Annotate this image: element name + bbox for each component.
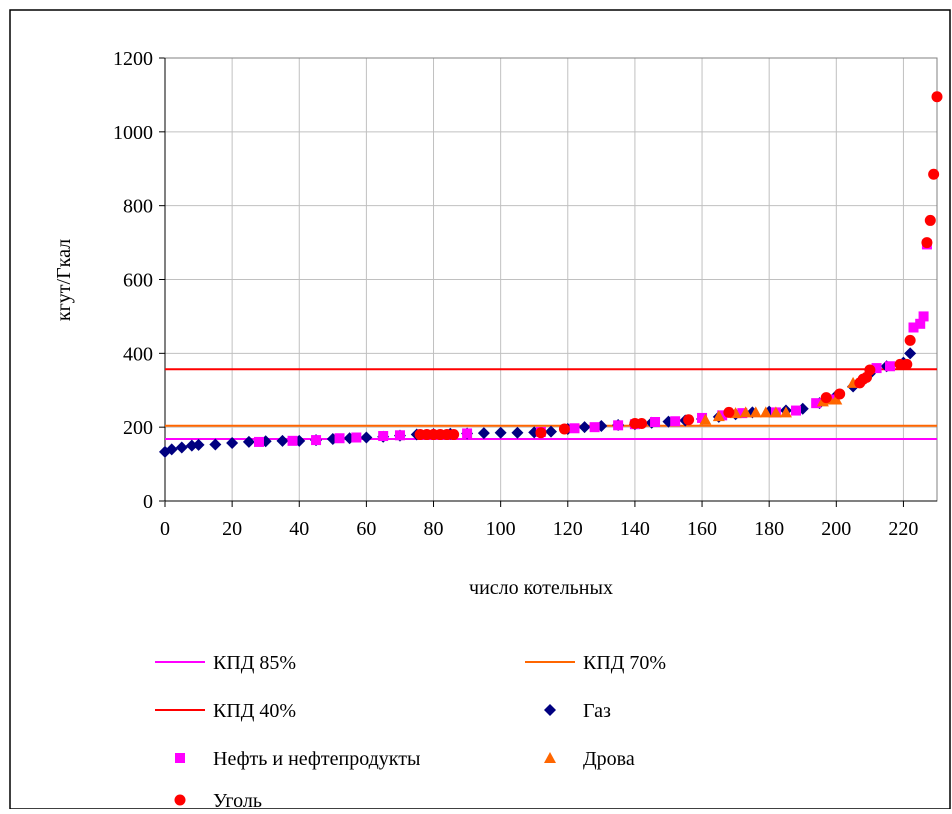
y-tick-label: 1000 — [113, 122, 153, 144]
legend-label: КПД 40% — [213, 700, 296, 722]
square-marker — [378, 431, 389, 442]
circle-marker — [901, 358, 913, 370]
x-tick-label: 0 — [160, 518, 170, 540]
x-tick-label: 120 — [553, 518, 583, 540]
diamond-marker — [242, 435, 255, 448]
diamond-marker — [226, 437, 239, 450]
triangle-marker — [544, 752, 556, 763]
x-tick-label: 40 — [289, 518, 309, 540]
diamond-marker — [175, 441, 188, 454]
square-marker — [811, 398, 822, 409]
circle-marker — [928, 168, 940, 180]
y-tick-label: 400 — [123, 343, 153, 365]
circle-marker — [723, 406, 735, 418]
square-marker — [791, 405, 802, 416]
circle-marker — [636, 417, 648, 429]
square-marker — [915, 318, 926, 329]
diamond-marker — [360, 431, 373, 444]
y-tick-label: 600 — [123, 270, 153, 292]
circle-marker — [174, 794, 186, 806]
x-tick-label: 220 — [888, 518, 918, 540]
square-marker — [717, 410, 728, 421]
diamond-marker — [209, 438, 222, 451]
triangle-marker — [749, 406, 762, 418]
circle-marker — [834, 388, 846, 400]
diamond-marker — [544, 704, 556, 716]
square-marker — [613, 420, 624, 431]
legend-label: Газ — [583, 700, 611, 722]
legend-label: Нефть и нефтепродукты — [213, 748, 420, 770]
square-marker — [589, 422, 600, 433]
diamond-marker — [545, 425, 557, 438]
legend-label: КПД 85% — [213, 652, 296, 674]
square-marker — [462, 428, 473, 439]
y-tick-label: 0 — [143, 491, 153, 513]
circle-marker — [448, 429, 460, 441]
square-marker — [670, 416, 681, 427]
legend-label: Уголь — [213, 790, 262, 809]
circle-marker — [864, 364, 876, 376]
circle-marker — [904, 334, 916, 346]
legend-label: Дрова — [583, 748, 635, 770]
square-marker — [334, 433, 345, 444]
circle-marker — [535, 427, 547, 439]
triangle-marker — [779, 406, 792, 418]
x-axis-label: число котельных — [469, 577, 613, 599]
y-tick-label: 200 — [123, 417, 153, 439]
square-marker — [351, 432, 362, 443]
diamond-marker — [165, 443, 178, 456]
circle-marker — [558, 423, 570, 435]
square-marker — [871, 363, 882, 374]
circle-marker — [820, 392, 832, 404]
triangle-marker — [712, 410, 725, 422]
diamond-marker — [192, 438, 205, 451]
y-axis-label: кгут/Гкал — [53, 239, 75, 321]
circle-marker — [683, 414, 695, 426]
square-marker — [885, 361, 896, 372]
y-tick-label: 800 — [123, 196, 153, 218]
diamond-marker — [276, 434, 289, 447]
circle-marker — [921, 237, 933, 249]
square-marker — [287, 435, 298, 446]
x-tick-label: 100 — [486, 518, 516, 540]
triangle-marker — [739, 406, 752, 418]
y-tick-label: 1200 — [113, 48, 153, 70]
diamond-marker — [477, 427, 490, 440]
square-marker — [650, 416, 661, 427]
x-tick-label: 140 — [620, 518, 650, 540]
x-tick-label: 60 — [356, 518, 376, 540]
diamond-marker — [511, 426, 524, 439]
square-marker — [569, 423, 580, 434]
triangle-marker — [830, 393, 843, 405]
square-marker — [697, 412, 708, 423]
square-marker — [175, 753, 185, 763]
x-tick-label: 200 — [821, 518, 851, 540]
triangle-marker — [759, 406, 772, 418]
circle-marker — [924, 214, 936, 226]
square-marker — [394, 430, 405, 441]
x-tick-label: 160 — [687, 518, 717, 540]
diamond-marker — [494, 426, 507, 439]
legend-label: КПД 70% — [583, 652, 666, 674]
triangle-marker — [769, 406, 782, 418]
triangle-marker — [699, 413, 712, 425]
square-marker — [908, 322, 919, 333]
x-tick-label: 80 — [424, 518, 444, 540]
x-tick-label: 20 — [222, 518, 242, 540]
square-marker — [311, 435, 322, 446]
square-marker — [918, 311, 929, 322]
x-tick-label: 180 — [754, 518, 784, 540]
square-marker — [253, 436, 264, 447]
diamond-marker — [578, 421, 591, 434]
circle-marker — [931, 91, 943, 103]
diamond-marker — [904, 347, 917, 360]
